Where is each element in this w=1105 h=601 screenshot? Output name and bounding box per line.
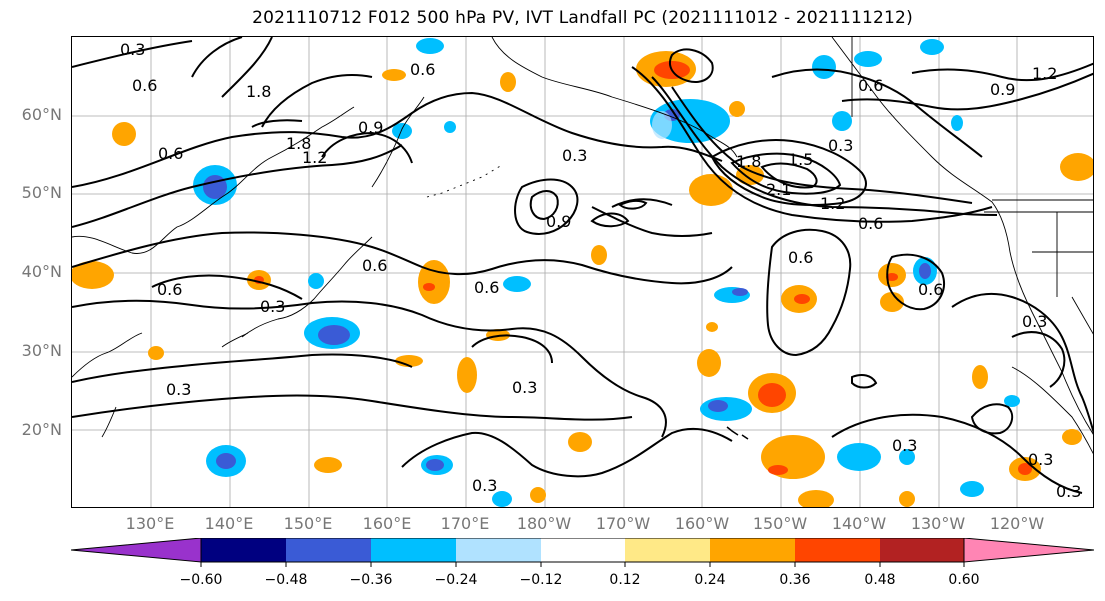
contour-label: 1.2: [820, 194, 845, 213]
contour-label: 0.3: [120, 40, 145, 59]
colorbar-tick: 0.36: [779, 572, 811, 588]
lon-label-160e: 160°E: [362, 514, 412, 533]
lon-label-170e: 170°E: [440, 514, 490, 533]
lon-label-120w: 120°W: [989, 514, 1045, 533]
contour-label: 0.6: [858, 214, 883, 233]
contour-label: 0.6: [410, 60, 435, 79]
lon-label-150w: 150°W: [752, 514, 808, 533]
contour-label: 1.8: [286, 134, 311, 153]
lon-label-180w: 180°W: [516, 514, 572, 533]
contour-label: 0.6: [788, 248, 813, 267]
lon-label-130e: 130°E: [125, 514, 175, 533]
lat-label-40n: 40°N: [21, 262, 62, 281]
lat-label-50n: 50°N: [21, 183, 62, 202]
map-panel: 0.3 0.6 0.6 0.6 1.8 1.8 1.2 0.9 0.6 0.6 …: [71, 36, 1094, 508]
contour-label: 1.8: [736, 152, 761, 171]
contour-label: 0.3: [562, 146, 587, 165]
colorbar: [70, 537, 1095, 572]
contour-label: 0.3: [260, 297, 285, 316]
colorbar-tick: −0.24: [434, 572, 478, 588]
contour-label: 0.3: [1022, 312, 1047, 331]
contour-label: 0.6: [362, 256, 387, 275]
contour-label: 2.1: [766, 180, 791, 199]
colorbar-tick: −0.48: [264, 572, 308, 588]
lat-label-30n: 30°N: [21, 341, 62, 360]
contour-label: 0.9: [546, 212, 571, 231]
lon-label-130w: 130°W: [910, 514, 966, 533]
contour-label: 0.6: [858, 76, 883, 95]
contour-label: 0.3: [1028, 450, 1053, 469]
lon-label-140e: 140°E: [204, 514, 254, 533]
colorbar-tick: −0.12: [519, 572, 563, 588]
colorbar-tick: 0.60: [948, 572, 980, 588]
contour-label: 0.6: [157, 280, 182, 299]
contour-label: 0.3: [166, 380, 191, 399]
colorbar-tick: 0.12: [609, 572, 641, 588]
lon-label-170w: 170°W: [595, 514, 651, 533]
contour-label: 0.3: [828, 136, 853, 155]
contour-label: 1.5: [788, 150, 813, 169]
contour-label: 0.3: [892, 436, 917, 455]
contour-label: 0.6: [158, 144, 183, 163]
colorbar-svg: [70, 537, 1095, 567]
contour-label: 0.6: [132, 76, 157, 95]
contour-label: 1.2: [1032, 64, 1057, 83]
contour-label: 0.9: [358, 118, 383, 137]
map-title: 2021110712 F012 500 hPa PV, IVT Landfall…: [252, 8, 913, 28]
colorbar-tick: 0.48: [864, 572, 896, 588]
contour-label: 0.3: [1056, 482, 1081, 501]
contour-label: 1.2: [302, 148, 327, 167]
contour-label: 0.3: [512, 378, 537, 397]
lon-label-150e: 150°E: [283, 514, 333, 533]
contour-labels: 0.3 0.6 0.6 0.6 1.8 1.8 1.2 0.9 0.6 0.6 …: [120, 40, 1081, 501]
colorbar-tick: −0.60: [179, 572, 223, 588]
lon-label-160w: 160°W: [674, 514, 730, 533]
contour-label: 0.9: [990, 80, 1015, 99]
contour-label: 0.3: [472, 476, 497, 495]
lat-label-20n: 20°N: [21, 420, 62, 439]
ivt-shading: [72, 38, 1093, 507]
lon-label-140w: 140°W: [831, 514, 887, 533]
colorbar-tick: −0.36: [349, 572, 393, 588]
map-svg: 0.3 0.6 0.6 0.6 1.8 1.8 1.2 0.9 0.6 0.6 …: [72, 37, 1093, 507]
lat-label-60n: 60°N: [21, 105, 62, 124]
contour-label: 0.6: [474, 278, 499, 297]
coastlines: [72, 37, 1093, 455]
pv-contours: [72, 37, 1093, 494]
contour-label: 1.8: [246, 82, 271, 101]
colorbar-tick: 0.24: [694, 572, 726, 588]
contour-label: 0.6: [918, 280, 943, 299]
